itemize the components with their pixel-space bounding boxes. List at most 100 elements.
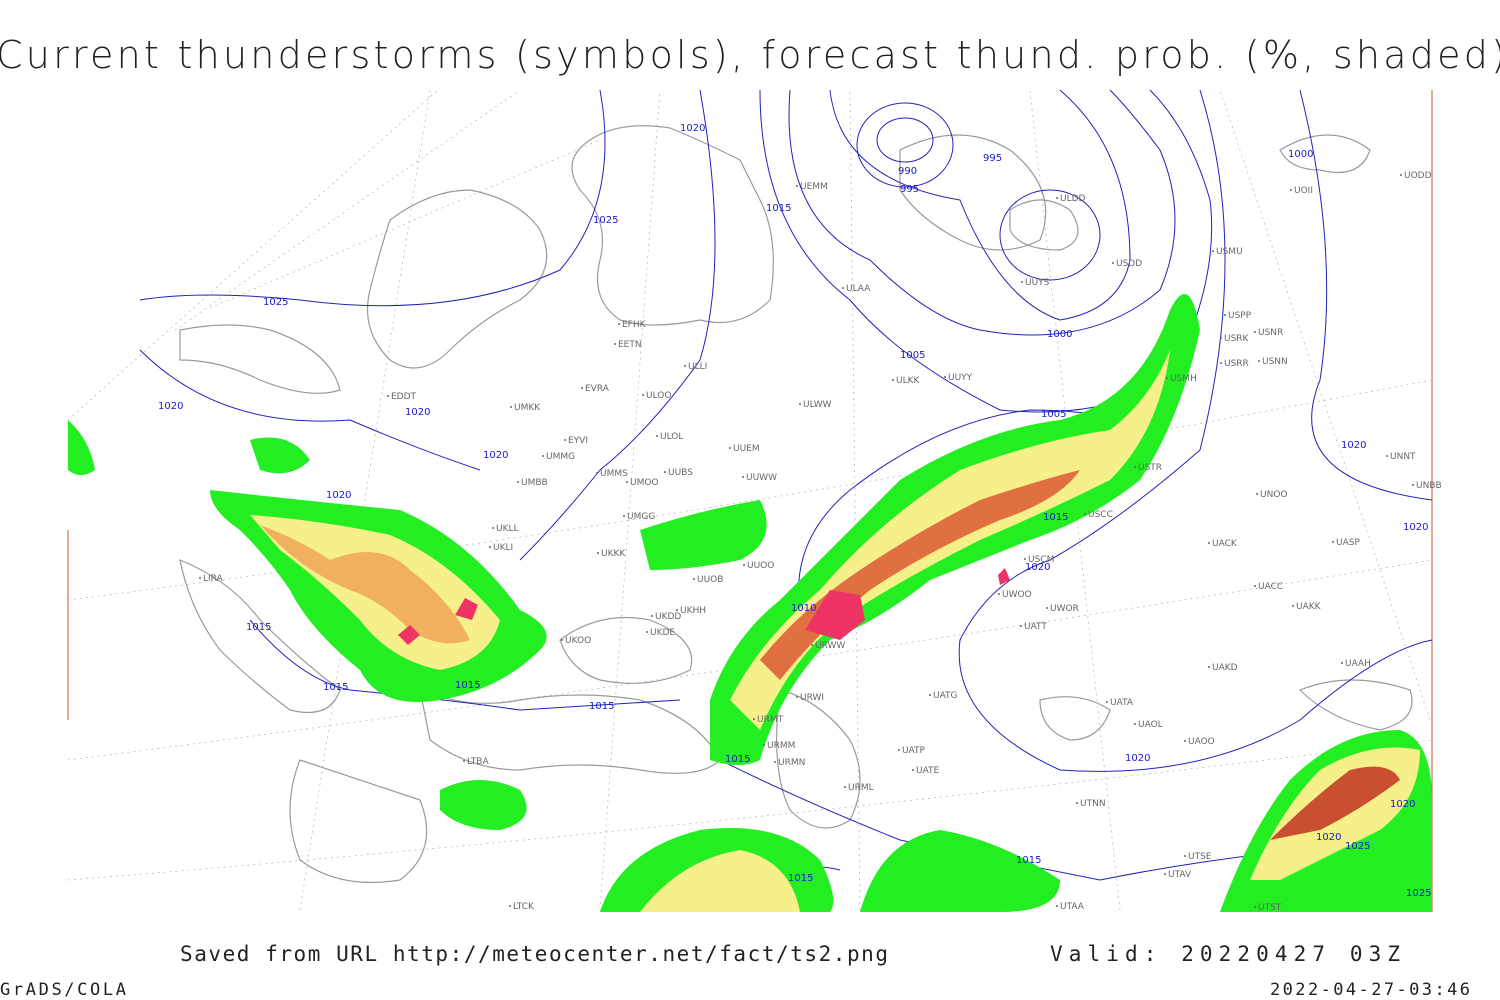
station-dot xyxy=(596,472,598,474)
station-label: ULLI xyxy=(688,362,707,372)
timestamp: 2022-04-27-03:46 xyxy=(1270,980,1470,1000)
station-label: UMBB xyxy=(521,478,548,488)
station-dot xyxy=(796,185,798,187)
isobar-label: 1020 xyxy=(483,450,508,461)
isobar-label: 995 xyxy=(983,153,1002,164)
station-label: USTR xyxy=(1138,463,1162,473)
station-label: UNBB xyxy=(1416,481,1442,491)
station-label: UODD xyxy=(1404,171,1432,181)
isobar-label: 1005 xyxy=(1041,409,1066,420)
station-label: URMN xyxy=(778,758,805,768)
software: GrADS/COLA xyxy=(0,980,126,1000)
station-label: UATG xyxy=(933,691,958,701)
isobar-label: 1015 xyxy=(246,622,271,633)
isobar-label: 1025 xyxy=(593,215,618,226)
graticule xyxy=(67,87,1433,911)
station-label: URML xyxy=(848,783,874,793)
station-dot xyxy=(1254,331,1256,333)
station-label: UAAH xyxy=(1345,659,1371,669)
station-dot xyxy=(1046,607,1048,609)
station-label: USNR xyxy=(1258,328,1283,338)
station-dot xyxy=(542,455,544,457)
station-dot xyxy=(844,786,846,788)
station-dot xyxy=(1184,855,1186,857)
station-dot xyxy=(1254,585,1256,587)
station-dot xyxy=(676,609,678,611)
station-dot xyxy=(1164,873,1166,875)
isobar-label: 1020 xyxy=(405,407,430,418)
station-dot xyxy=(581,387,583,389)
station-label: EFHK xyxy=(622,320,647,330)
station-label: ULOO xyxy=(646,391,671,401)
station-dot xyxy=(492,527,494,529)
station-label: UAKD xyxy=(1212,663,1238,673)
station-dot xyxy=(799,403,801,405)
station-label: USCM xyxy=(1028,555,1054,565)
station-dot xyxy=(1112,262,1114,264)
station-dot xyxy=(1056,905,1058,907)
station-dot xyxy=(796,696,798,698)
isobar-label: 1015 xyxy=(1016,855,1041,866)
station-dot xyxy=(646,631,648,633)
station-dot xyxy=(1106,701,1108,703)
isobar-label: 1020 xyxy=(1316,832,1341,843)
station-dot xyxy=(742,476,744,478)
station-dot xyxy=(1224,314,1226,316)
station-dot xyxy=(763,744,765,746)
station-dot xyxy=(1056,197,1058,199)
station-dot xyxy=(811,644,813,646)
station-label: UASP xyxy=(1336,538,1360,548)
station-dot xyxy=(597,552,599,554)
station-dot xyxy=(693,578,695,580)
isobar-label: 1015 xyxy=(766,203,791,214)
isobar-label: 995 xyxy=(900,184,919,195)
station-dot xyxy=(1184,740,1186,742)
station-label: ULDD xyxy=(1060,194,1086,204)
isobar-label: 1005 xyxy=(900,350,925,361)
station-label: ULWW xyxy=(803,400,832,410)
isobar-label: 1025 xyxy=(263,297,288,308)
station-dot xyxy=(892,379,894,381)
station-dot xyxy=(743,564,745,566)
station-label: UUEM xyxy=(733,444,760,454)
station-label: UMMG xyxy=(546,452,575,462)
station-dot xyxy=(1134,723,1136,725)
station-dot xyxy=(564,439,566,441)
station-label: UKDD xyxy=(655,612,681,622)
title: Current thunderstorms (symbols), forecas… xyxy=(0,33,1500,77)
station-label: USMU xyxy=(1216,247,1243,257)
station-dot xyxy=(618,323,620,325)
station-dot xyxy=(1258,360,1260,362)
station-label: UMOO xyxy=(630,478,659,488)
station-dot xyxy=(614,343,616,345)
station-dot xyxy=(510,406,512,408)
station-label: USMH xyxy=(1170,374,1197,384)
station-label: EYVI xyxy=(568,436,588,446)
storm-symbols xyxy=(398,568,1010,645)
station-label: UKOO xyxy=(565,636,591,646)
station-label: UKKK xyxy=(601,549,626,559)
isobar-label: 1010 xyxy=(791,603,816,614)
isobar-label: 1020 xyxy=(1125,753,1150,764)
station-label: UKLI xyxy=(493,543,513,553)
isobar-label: 990 xyxy=(898,166,917,177)
station-label: UWOO xyxy=(1002,590,1032,600)
isobar-label: 1015 xyxy=(725,754,750,765)
station-dot xyxy=(842,287,844,289)
station-label: UKHH xyxy=(680,606,706,616)
isobar-labels: 1020 1025 1025 1015 990 995 995 1000 1005 1020 102… xyxy=(158,123,1431,899)
station-label: USNN xyxy=(1262,357,1288,367)
station-label: USDD xyxy=(1116,259,1142,269)
station-label: UTSE xyxy=(1188,852,1212,862)
isobar-label: 1025 xyxy=(1406,888,1431,899)
isobar-label: 1015 xyxy=(455,680,480,691)
station-label: UACC xyxy=(1258,582,1283,592)
station-dot xyxy=(664,471,666,473)
station-dot xyxy=(489,546,491,548)
station-dot xyxy=(1386,455,1388,457)
station-dot xyxy=(561,639,563,641)
station-dot xyxy=(1020,625,1022,627)
station-label: URMM xyxy=(767,741,795,751)
station-label: UATE xyxy=(916,766,940,776)
